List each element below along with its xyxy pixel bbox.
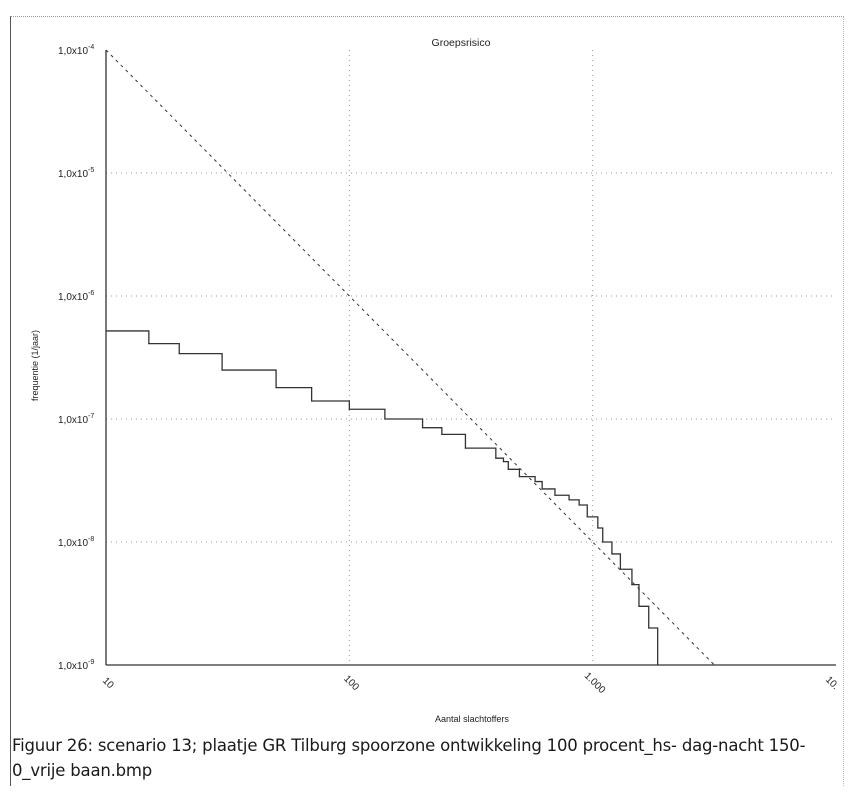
series-layer xyxy=(105,49,715,666)
x-tick-label: 1.000 xyxy=(582,670,608,696)
fn-curve-point xyxy=(464,447,467,449)
fn-curve-point xyxy=(541,488,543,490)
fn-curve-point xyxy=(602,541,604,543)
fn-curve-point xyxy=(518,476,521,478)
fn-curve-point xyxy=(178,353,180,355)
axis-layer: 1,0x10-4 1,0x10-5 1,0x10-6 1,0x10-7 1,0x10-8… xyxy=(58,44,841,696)
fn-curve-point xyxy=(568,499,570,501)
fn-curve-point xyxy=(148,343,150,345)
y-tick-label: 1,0x10-8 xyxy=(58,536,94,549)
fn-curve-point xyxy=(441,433,443,435)
y-tick-label: 1,0x10-6 xyxy=(58,290,94,303)
fn-curve-point xyxy=(348,408,350,410)
y-tick-label: 1,0x10-5 xyxy=(58,167,94,180)
figure-frame xyxy=(10,16,844,786)
y-tick-label: 1,0x10-9 xyxy=(58,659,94,672)
fn-curve-point xyxy=(578,504,580,506)
fn-curve-point xyxy=(421,427,424,429)
fn-curve-series xyxy=(106,330,659,665)
x-tick-label: 100 xyxy=(341,673,361,693)
fn-curve-point xyxy=(586,516,588,518)
y-tick-label: 1,0x10-4 xyxy=(58,44,94,57)
fn-curve-point xyxy=(648,627,650,629)
fn-curve-point xyxy=(638,605,640,607)
plot-area xyxy=(106,50,836,665)
fn-curve-point xyxy=(495,457,497,459)
fn-curve-point xyxy=(311,400,313,402)
figure-caption: Figuur 26: scenario 13; plaatje GR Tilbu… xyxy=(12,736,806,780)
grid-layer xyxy=(106,50,836,665)
fn-curve-point xyxy=(384,418,386,420)
fn-curve-point xyxy=(597,527,599,529)
y-axis-title: frequentie (1/jaar) xyxy=(30,330,40,401)
fn-curve-point xyxy=(502,461,505,463)
group-risk-chart: 1,0x10-4 1,0x10-5 1,0x10-6 1,0x10-7 1,0x10-8… xyxy=(30,37,841,724)
y-tick-label: 1,0x10-7 xyxy=(58,413,94,426)
orientation-value-line xyxy=(105,49,715,666)
fn-curve-point xyxy=(275,387,277,389)
fn-curve-point xyxy=(221,369,223,371)
fn-curve-point xyxy=(507,468,509,470)
x-tick-label: 10 xyxy=(100,675,116,691)
fn-curve-point xyxy=(554,494,556,496)
fn-curve-point xyxy=(534,480,536,483)
x-axis-title: Aantal slachtoffers xyxy=(435,714,509,724)
fn-curve-point xyxy=(631,584,633,586)
chart-title: Groepsrisico xyxy=(432,37,491,49)
x-tick-label: 10. xyxy=(823,674,841,692)
fn-curve-point xyxy=(611,553,613,555)
